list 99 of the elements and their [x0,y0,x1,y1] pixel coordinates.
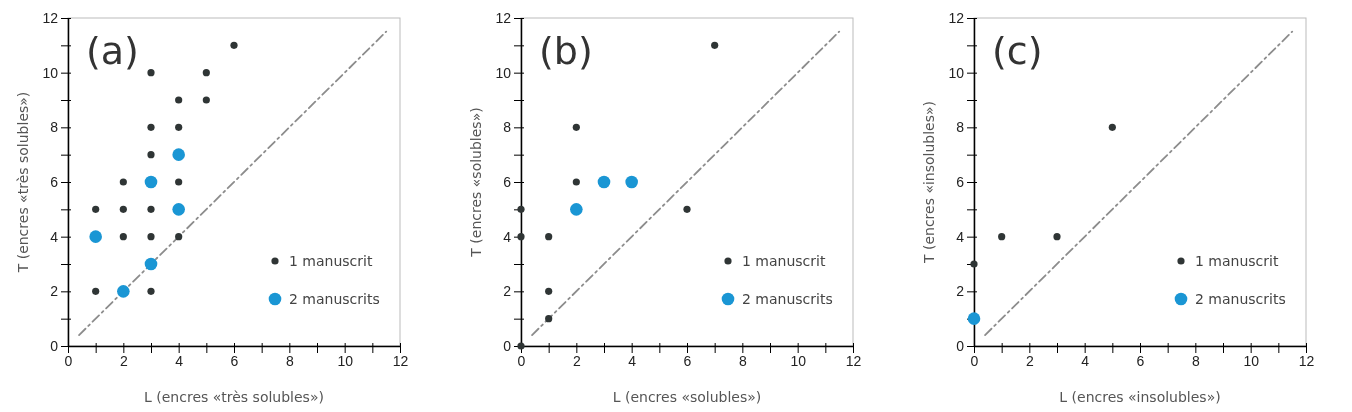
y-tick-label: 0 [503,337,512,354]
point [517,233,525,241]
x-axis-title: L (encres «insolubles») [1059,389,1221,405]
point [230,41,238,49]
x-tick-label: 8 [738,352,747,369]
point [998,233,1006,241]
x-tick-label: 8 [1191,352,1200,369]
x-tick-label: 0 [517,352,526,369]
point [92,287,100,295]
point [202,69,210,77]
point [175,178,183,186]
x-tick-label: 12 [392,352,409,369]
point [597,175,611,189]
y-tick-label: 2 [50,283,59,300]
x-tick-label: 2 [1025,352,1034,369]
y-tick-label: 10 [948,64,965,81]
y-tick-label: 12 [948,9,965,26]
point [1108,123,1116,131]
point [147,205,155,213]
point [119,233,127,241]
point [545,315,553,323]
annotation: (b) [539,29,593,73]
y-tick-label: 8 [50,119,59,136]
legend-label: 2 manuscrits [742,291,833,307]
y-tick-label: 10 [42,64,59,81]
point [147,151,155,159]
x-tick-label: 6 [230,352,239,369]
point [1053,233,1061,241]
point [147,287,155,295]
point [545,287,553,295]
y-axis-title: T (encres «insolubles») [921,100,937,265]
legend-label: 1 manuscrit [742,253,826,269]
point [572,123,580,131]
y-tick-label: 6 [50,173,59,190]
point [711,41,719,49]
y-tick-label: 4 [50,228,59,245]
x-tick-label: 6 [1136,352,1145,369]
point [172,148,185,161]
point [147,123,155,131]
x-tick-label: 10 [337,352,354,369]
x-axis-title: L (encres «solubles») [612,389,762,405]
point [570,203,583,216]
x-tick-label: 8 [285,352,294,369]
x-tick-label: 12 [1298,352,1315,369]
y-tick-label: 12 [42,9,59,26]
y-tick-label: 4 [956,228,965,245]
y-axis-title: T (encres «solubles») [468,107,484,258]
legend-label: 2 manuscrits [289,291,380,307]
x-tick-label: 4 [628,352,637,369]
point [517,342,525,350]
y-tick-label: 2 [503,283,512,300]
x-tick-label: 2 [572,352,581,369]
point [172,203,185,216]
annotation: (c) [992,29,1043,73]
y-tick-label: 8 [503,119,512,136]
point [572,178,580,186]
y-tick-label: 6 [503,173,512,190]
point [175,123,183,131]
point [625,175,638,189]
x-tick-label: 4 [175,352,184,369]
point [117,285,130,298]
point [683,205,691,213]
legend-label: 2 manuscrits [1195,291,1286,307]
point [92,205,100,213]
point [175,233,183,241]
legend-label: 1 manuscrit [289,253,373,269]
x-tick-label: 2 [119,352,128,369]
y-axis-title: T (encres «très solubles») [15,91,31,274]
y-tick-label: 6 [956,173,965,190]
point [144,175,158,189]
point [545,233,553,241]
x-tick-label: 10 [790,352,807,369]
y-tick-label: 4 [503,228,512,245]
point [517,205,525,213]
y-tick-label: 0 [956,337,965,354]
annotation: (a) [86,29,139,73]
x-tick-label: 0 [970,352,979,369]
point [147,233,155,241]
y-tick-label: 12 [495,9,512,26]
y-tick-label: 10 [495,64,512,81]
point [147,69,155,77]
x-tick-label: 6 [683,352,692,369]
point [175,96,183,104]
point [970,260,978,268]
x-tick-label: 0 [64,352,73,369]
point [144,257,158,271]
x-tick-label: 12 [845,352,862,369]
y-tick-label: 0 [50,337,59,354]
x-axis-title: L (encres «très solubles») [144,389,324,405]
x-tick-label: 10 [1243,352,1260,369]
x-tick-label: 4 [1081,352,1090,369]
y-tick-label: 2 [956,283,965,300]
point [89,230,102,243]
point [119,178,127,186]
point [202,96,210,104]
point [967,312,981,325]
point [119,205,127,213]
legend-label: 1 manuscrit [1195,253,1279,269]
y-tick-label: 8 [956,119,965,136]
